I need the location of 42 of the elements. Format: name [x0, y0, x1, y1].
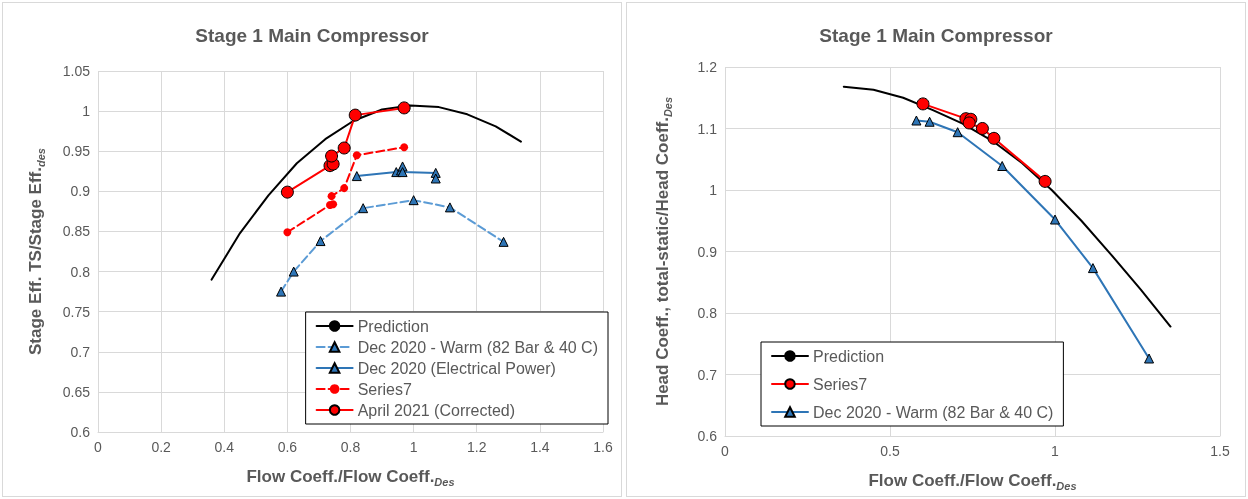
y-tick-label: 1.1 [697, 120, 718, 137]
legend-label: Series7 [813, 375, 868, 393]
legend-label: Prediction [357, 317, 429, 335]
x-tick-label: 1.6 [593, 439, 613, 455]
x-tick-label: 0 [94, 439, 103, 455]
legend-label: Prediction [813, 347, 885, 365]
x-tick-label: 1 [409, 439, 418, 455]
x-tick-label: 1.4 [530, 439, 550, 455]
y-axis-title: Head Coeff., total-static/Head Coeff.Des [653, 96, 674, 407]
y-tick-label: 0.7 [697, 366, 718, 383]
x-tick-label: 0.2 [151, 439, 172, 455]
x-tick-label: 0.8 [340, 439, 361, 455]
y-tick-label: 0.95 [62, 143, 91, 160]
y-tick-label: 0.8 [697, 305, 718, 321]
y-tick-label: 0.7 [70, 343, 91, 360]
y-tick-label: 0.75 [62, 303, 91, 320]
y-tick-label: 0.6 [70, 424, 91, 440]
y-tick-label: 1 [709, 182, 718, 198]
chart-title: Stage 1 Main Compressor [819, 25, 1054, 46]
y-tick-label: 0.9 [697, 243, 718, 260]
legend-label: April 2021 (Corrected) [357, 401, 516, 419]
y-axis-title: Stage Eff. TS/Stage Eff.des [26, 148, 47, 355]
x-tick-label: 1 [1051, 443, 1060, 459]
x-tick-label: 1.2 [467, 439, 487, 455]
y-tick-label: 1.2 [697, 59, 718, 75]
x-tick-label: 0 [721, 443, 730, 459]
y-tick-label: 0.6 [697, 428, 718, 444]
y-tick-label: 0.9 [70, 183, 91, 200]
x-tick-label: 0.4 [214, 439, 235, 455]
chart-title: Stage 1 Main Compressor [195, 25, 430, 46]
legend-label: Dec 2020 - Warm (82 Bar & 40 C) [813, 403, 1054, 421]
y-tick-label: 1 [82, 103, 91, 120]
legend-label: Series7 [357, 380, 412, 398]
x-tick-label: 0.5 [880, 443, 900, 459]
x-tick-label: 0.6 [277, 439, 298, 455]
legend-label: Dec 2020 - Warm (82 Bar & 40 C) [357, 338, 598, 356]
y-tick-label: 0.8 [70, 263, 91, 280]
y-tick-label: 1.05 [62, 63, 91, 79]
y-tick-label: 0.85 [62, 223, 91, 240]
y-tick-label: 0.65 [62, 383, 91, 400]
legend-label: Dec 2020 (Electrical Power) [357, 359, 556, 377]
x-tick-label: 1.5 [1210, 443, 1230, 459]
